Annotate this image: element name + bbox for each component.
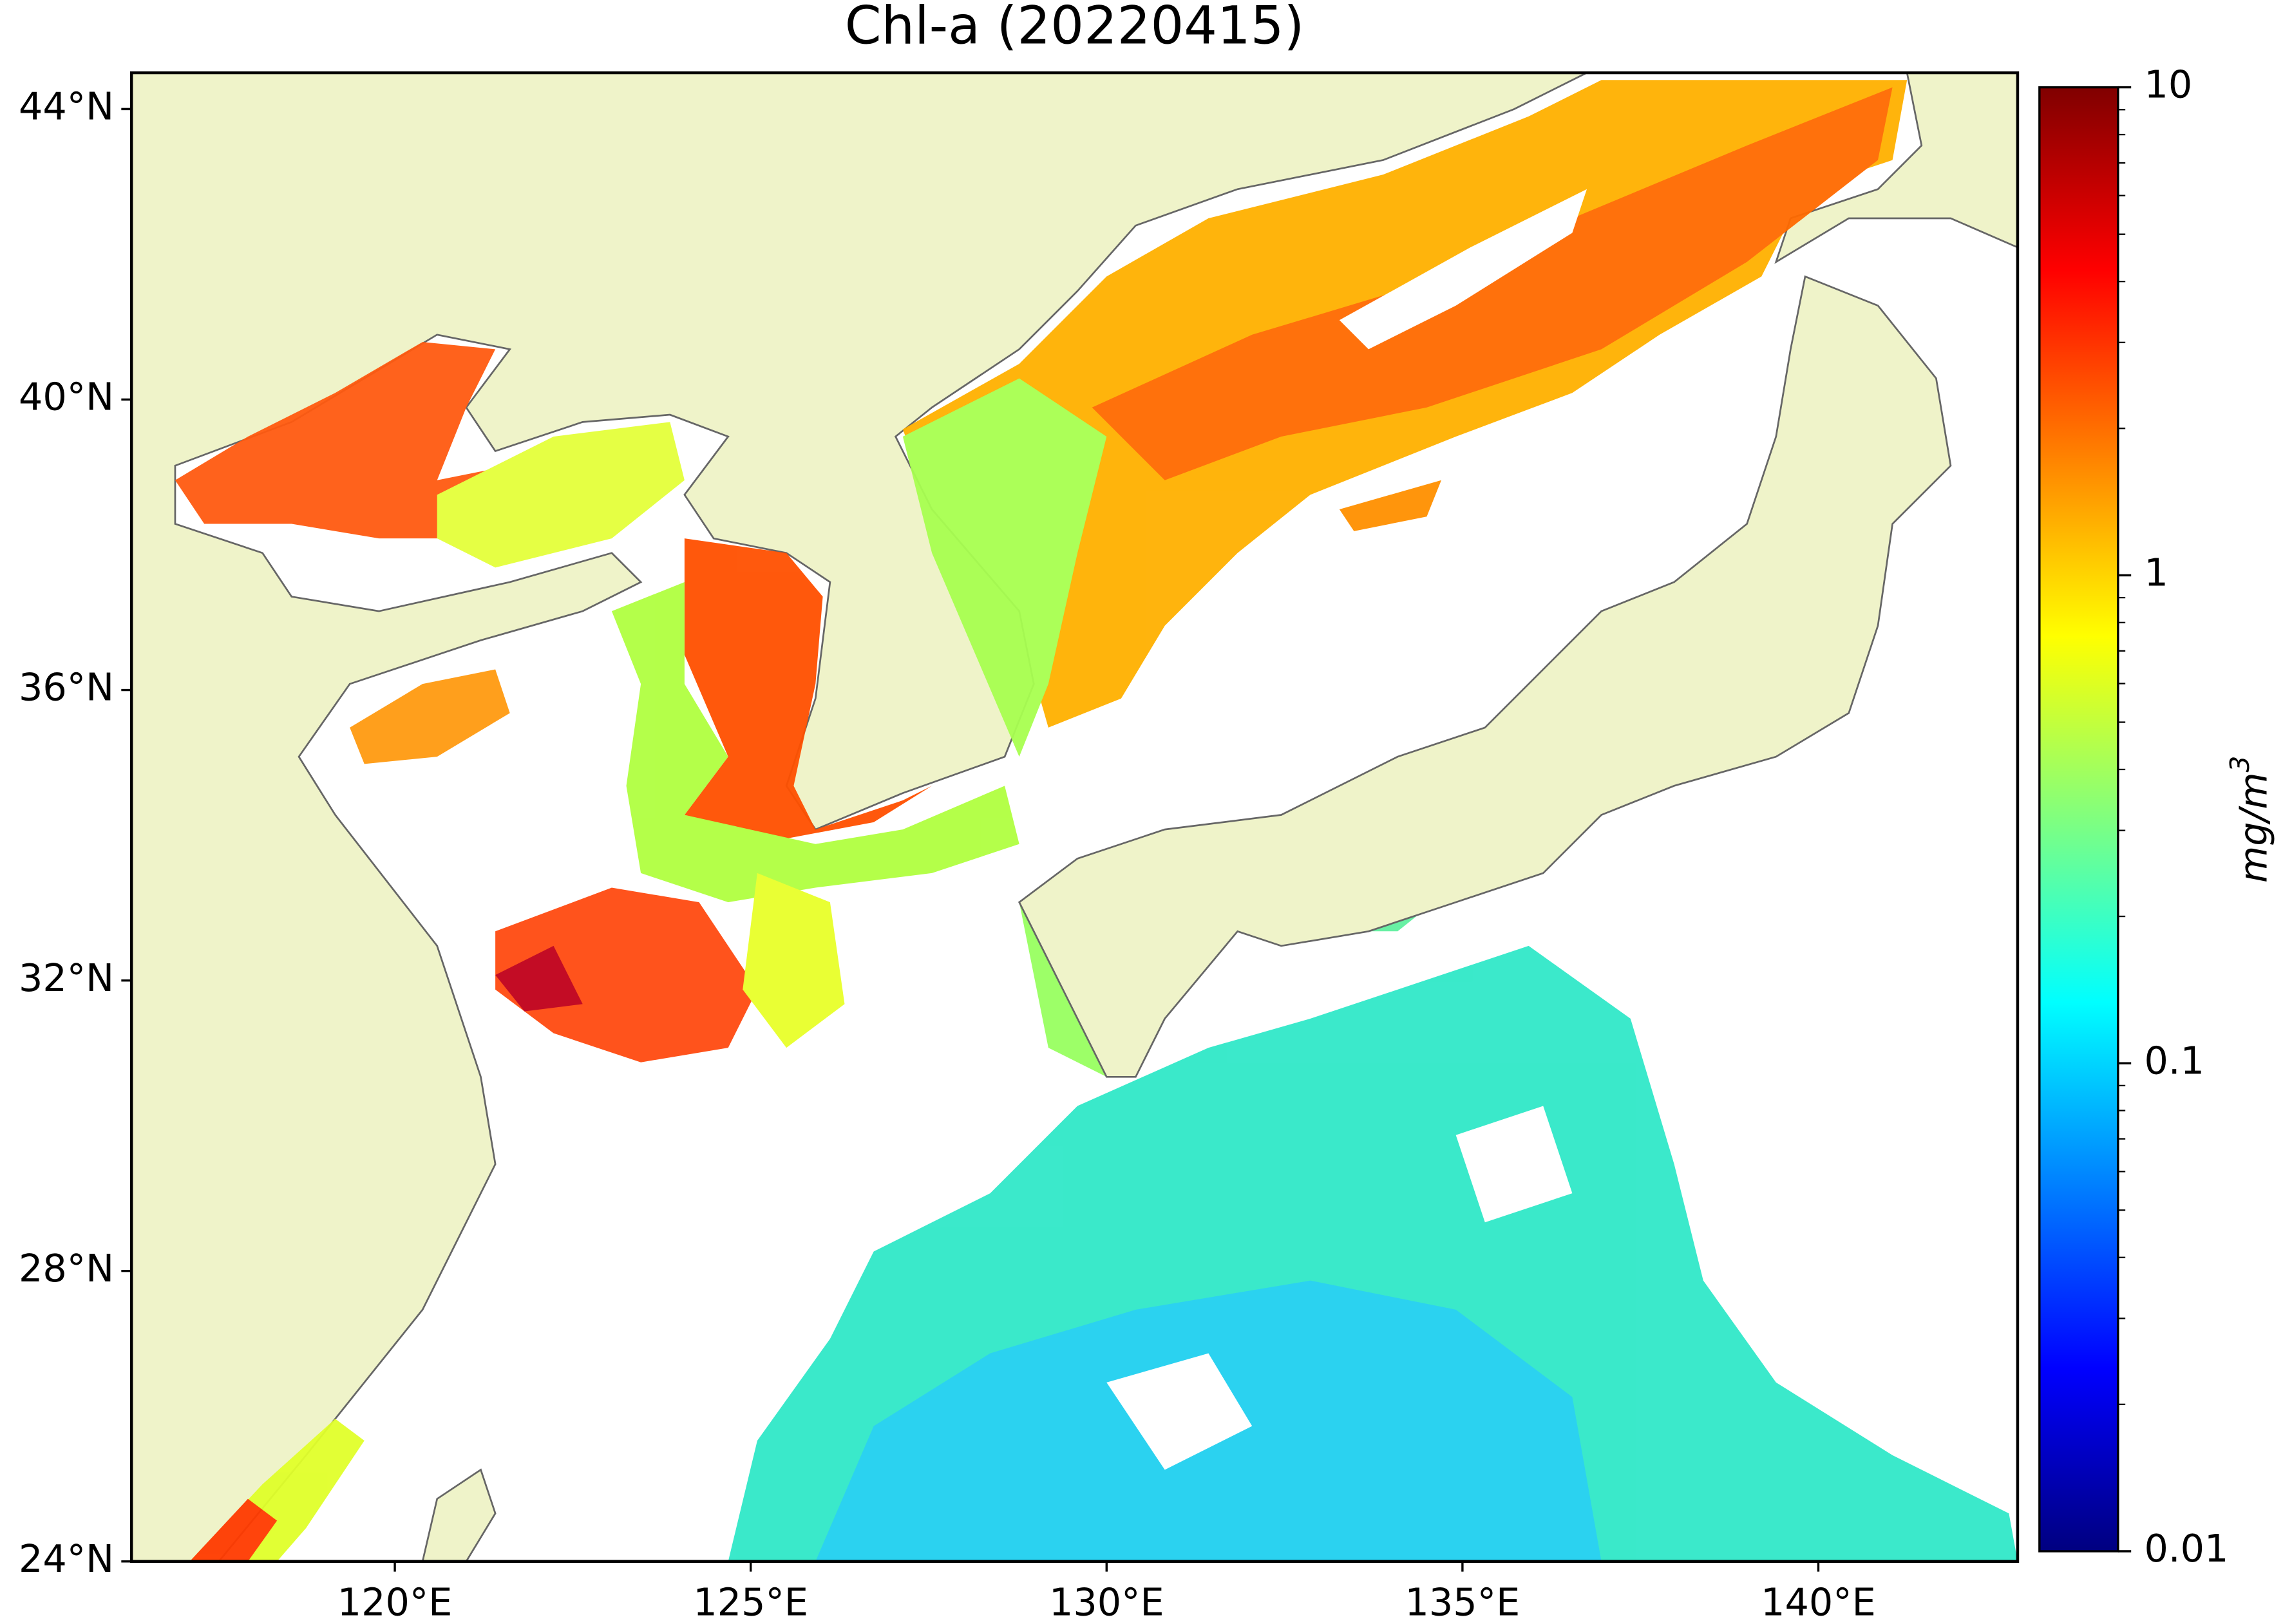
colorbar-unit: mg/m (2231, 772, 2276, 883)
axes: 120°E 125°E 130°E 135°E 140°E 24°N 28°N 32°N 36°… (19, 84, 1876, 1624)
map-body (131, 72, 2018, 1562)
y-tick-label: 24°N (19, 1536, 114, 1581)
colorbar-label: mg/m3 (2224, 756, 2276, 883)
y-tick-label: 28°N (19, 1246, 114, 1290)
colorbar-tick-label: 1 (2145, 551, 2168, 595)
japan (1018, 275, 1952, 1078)
colorbar-tick-label: 0.01 (2145, 1526, 2229, 1571)
x-tick-label: 135°E (1405, 1580, 1520, 1624)
map-frame (129, 71, 2020, 1563)
x-tick-label: 120°E (337, 1580, 453, 1624)
title: Chl-a (20220415) (845, 0, 1305, 57)
x-tick-label: 125°E (693, 1580, 808, 1624)
colorbar-tick-label: 10 (2145, 62, 2193, 107)
colorbar (2038, 86, 2119, 1553)
x-tick-label: 140°E (1761, 1580, 1876, 1624)
x-tick-label: 130°E (1049, 1580, 1164, 1624)
y-tick-label: 44°N (19, 84, 114, 128)
chl-imagery (175, 80, 2018, 1562)
colorbar-unit-superscript: 3 (2224, 756, 2255, 773)
y-tick-label: 40°N (19, 375, 114, 419)
colorbar-tick-label: 0.1 (2145, 1038, 2204, 1082)
y-tick-label: 32°N (19, 956, 114, 1000)
taiwan (421, 1468, 497, 1562)
y-tick-label: 36°N (19, 665, 114, 710)
